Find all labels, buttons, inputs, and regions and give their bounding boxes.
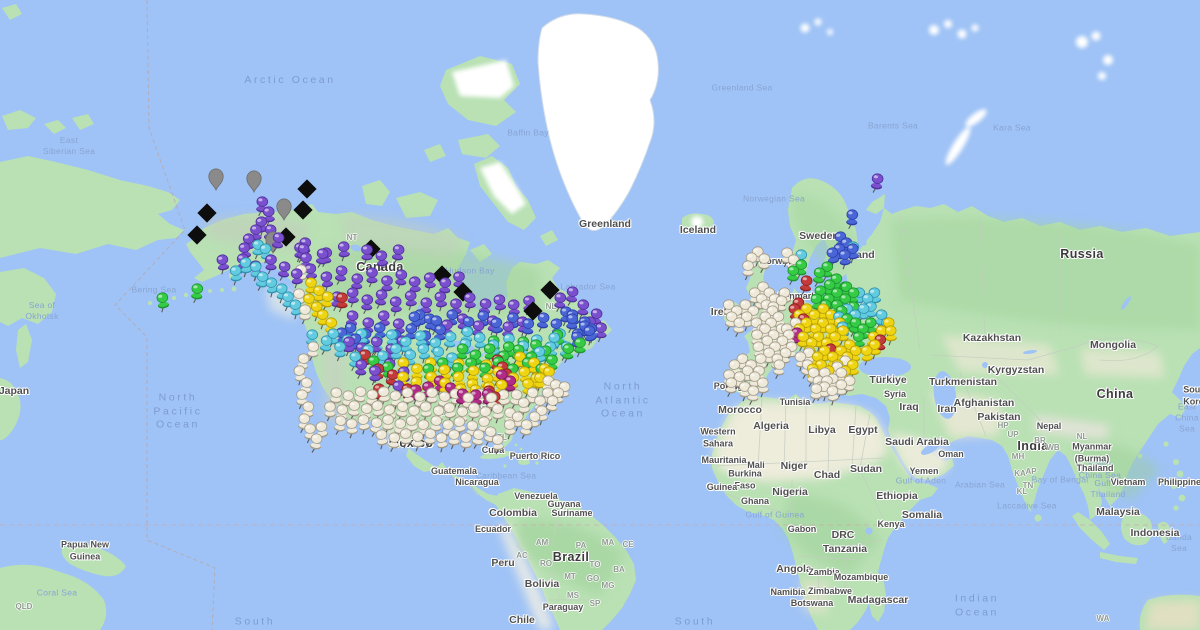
white-pushpin-marker[interactable] [323,401,337,422]
green-pushpin-marker[interactable] [811,266,827,289]
blue-pushpin-marker[interactable] [838,248,852,270]
white-pushpin-marker[interactable] [298,304,312,325]
purple-pushpin-marker[interactable] [360,293,374,315]
purple-pushpin-marker[interactable] [576,298,590,320]
white-pushpin-marker[interactable] [447,429,461,450]
white-pushpin-marker[interactable] [387,431,401,453]
white-pushpin-marker[interactable] [345,417,359,439]
cyan-pushpin-marker[interactable] [229,264,243,286]
white-pushpin-marker[interactable] [374,428,390,451]
white-pushpin-marker[interactable] [741,260,755,281]
white-pushpin-marker[interactable] [467,402,481,423]
gray-balloon-marker[interactable] [208,168,224,190]
purple-pushpin-marker[interactable] [394,268,408,290]
yellow-pushpin-marker[interactable] [860,344,874,366]
green-pushpin-marker[interactable] [190,282,204,304]
purple-pushpin-marker[interactable] [333,264,349,287]
blue-pushpin-marker[interactable] [845,208,859,230]
purple-pushpin-marker[interactable] [215,253,231,276]
purple-pushpin-marker[interactable] [346,286,360,308]
purple-pushpin-marker[interactable] [389,295,403,317]
green-pushpin-marker[interactable] [155,291,171,314]
white-pushpin-marker[interactable] [757,252,771,274]
purple-pushpin-marker[interactable] [433,290,449,313]
white-pushpin-marker[interactable] [756,376,770,398]
black-diamond-marker[interactable] [293,200,313,220]
purple-pushpin-marker[interactable] [404,289,418,311]
purple-pushpin-marker[interactable] [423,271,437,293]
black-diamond-marker[interactable] [187,225,207,245]
green-pushpin-marker[interactable] [786,264,800,286]
purple-pushpin-marker[interactable] [869,172,885,195]
purple-pushpin-marker[interactable] [492,293,508,316]
white-pushpin-marker[interactable] [503,418,517,440]
white-pushpin-marker[interactable] [732,316,746,338]
lakes [350,240,1131,535]
gray-balloon-marker[interactable] [276,198,292,220]
purple-pushpin-marker[interactable] [365,267,379,288]
black-diamond-marker[interactable] [297,179,317,199]
purple-pushpin-marker[interactable] [374,249,390,272]
white-pushpin-marker[interactable] [491,402,505,424]
purple-pushpin-marker[interactable] [354,358,368,380]
white-pushpin-marker[interactable] [772,358,786,380]
red-pushpin-marker[interactable] [798,274,814,297]
purple-pushpin-marker[interactable] [373,288,389,311]
yellow-pushpin-marker[interactable] [884,324,898,346]
white-pushpin-marker[interactable] [459,432,473,453]
purple-pushpin-marker[interactable] [564,285,580,308]
white-pushpin-marker[interactable] [399,427,413,449]
ice-sheets [452,13,1113,231]
purple-pushpin-marker[interactable] [276,260,292,283]
purple-pushpin-marker[interactable] [337,240,351,262]
white-pushpin-marker[interactable] [332,414,348,437]
purple-pushpin-marker[interactable] [264,254,278,275]
gray-balloon-marker[interactable] [246,170,262,192]
white-pushpin-marker[interactable] [411,430,425,452]
white-pushpin-marker[interactable] [423,427,437,449]
white-pushpin-marker[interactable] [419,400,433,422]
white-pushpin-marker[interactable] [491,433,505,455]
purple-pushpin-marker[interactable] [594,322,608,343]
purple-pushpin-marker[interactable] [463,291,477,313]
black-diamond-marker[interactable] [197,203,217,223]
purple-pushpin-marker[interactable] [390,243,406,266]
